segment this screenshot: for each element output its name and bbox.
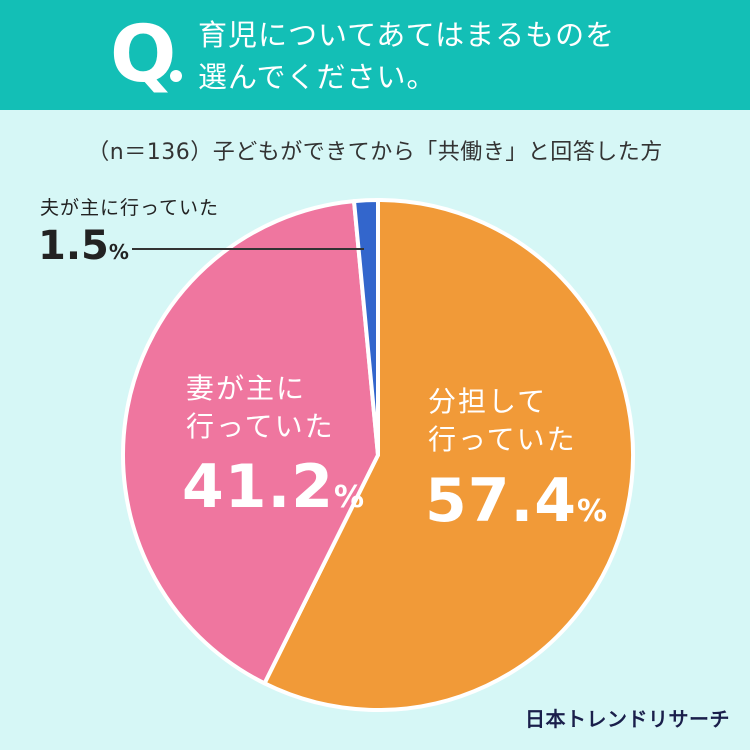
pct-shared: 57.4% [425,466,607,536]
question-line-2: 選んでください。 [198,60,437,94]
pct-husband: 1.5% [38,224,129,268]
question-text: 育児についてあてはまるものを 選んでください。 [198,14,615,98]
label-wife: 妻が主に 行っていた [186,370,335,446]
q-mark: Q [110,10,177,100]
chart-subtitle: （n＝136）子どもができてから「共働き」と回答した方 [87,140,663,165]
label-shared-line-2: 行っていた [428,423,577,456]
header-banner [0,0,750,110]
label-wife-line-2: 行っていた [186,410,335,443]
q-dot [170,70,182,82]
pct-husband-sign: % [108,240,129,264]
pct-shared-sign: % [577,494,608,529]
brand-logo-text: 日本トレンドリサーチ [525,707,730,731]
pct-shared-value: 57.4 [425,466,578,536]
pct-husband-value: 1.5 [38,223,109,269]
pct-wife-value: 41.2 [182,452,335,522]
label-shared: 分担して 行っていた [428,383,577,459]
label-wife-line-1: 妻が主に [186,372,307,405]
pct-wife: 41.2% [182,452,364,522]
question-line-1: 育児についてあてはまるものを [198,18,616,52]
pct-wife-sign: % [334,480,365,515]
pie-slice-husband [352,198,380,457]
pie-slice-shared [262,198,635,712]
pie-slice-wife [121,199,380,686]
label-shared-line-1: 分担して [428,385,548,418]
label-husband: 夫が主に行っていた [40,197,220,219]
